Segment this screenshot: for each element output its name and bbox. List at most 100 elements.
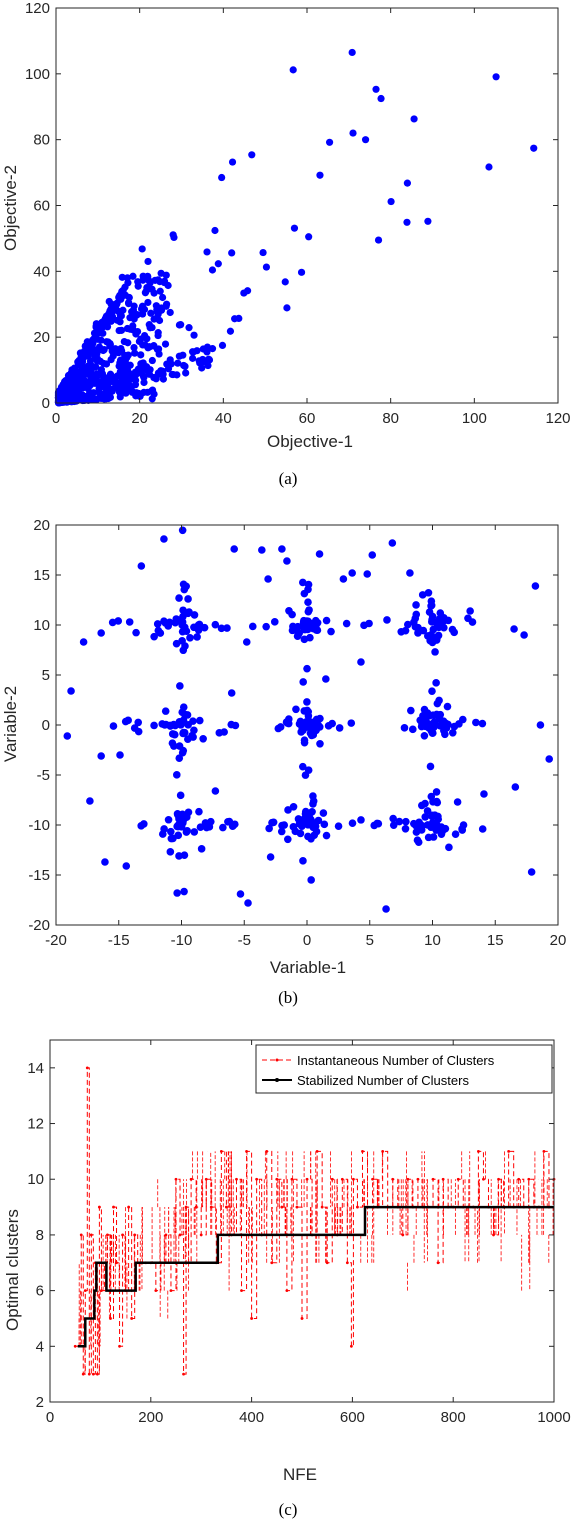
x-tick-label: 20 <box>550 932 567 949</box>
scatter-point <box>217 624 226 633</box>
scatter-point <box>211 226 219 235</box>
scatter-point <box>420 731 429 740</box>
instantaneous-point <box>73 1344 77 1348</box>
scatter-point <box>79 638 88 646</box>
scatter-point <box>170 233 178 242</box>
y-tick-label: 40 <box>33 263 50 280</box>
y-tick-label: 80 <box>33 132 50 149</box>
scatter-point <box>304 580 313 589</box>
scatter-point <box>425 608 434 616</box>
scatter-point <box>151 276 159 284</box>
scatter-point <box>299 857 307 865</box>
instantaneous-point <box>517 1177 521 1181</box>
scatter-point <box>429 711 437 719</box>
y-tick-label: 10 <box>27 1171 44 1188</box>
scatter-point <box>67 372 75 380</box>
scatter-point <box>195 807 203 816</box>
instantaneous-point <box>164 1233 168 1237</box>
scatter-point <box>100 374 108 383</box>
scatter-point <box>305 813 314 821</box>
scatter-point <box>180 887 188 896</box>
scatter-point <box>184 595 192 603</box>
y-tick-label: 8 <box>36 1227 44 1244</box>
axis-ticks-b: -20 -15 -10 -5 0 5 10 15 20 -20 -15 -10 -5 0 5 10 15 20 <box>28 517 566 949</box>
scatter-point <box>61 385 69 393</box>
scatter-point <box>86 357 95 365</box>
instantaneous-point <box>280 1205 284 1209</box>
scatter-point <box>111 345 119 353</box>
scatter-point <box>478 825 487 833</box>
scatter-point <box>167 834 176 843</box>
scatter-point <box>140 378 148 387</box>
x-tick-label: 120 <box>545 410 570 427</box>
scatter-point <box>432 797 441 806</box>
objective-points <box>54 48 538 407</box>
scatter-point <box>347 719 356 727</box>
scatter-point <box>176 682 184 690</box>
instantaneous-point <box>240 1289 243 1293</box>
scatter-point <box>295 820 304 828</box>
y-tick-label: -5 <box>37 767 50 784</box>
scatter-point <box>305 606 313 614</box>
scatter-point <box>536 721 545 729</box>
scatter-point <box>203 343 212 351</box>
scatter-point <box>148 356 156 365</box>
instantaneous-point <box>89 1233 93 1237</box>
scatter-point <box>292 705 300 714</box>
scatter-point <box>416 821 424 829</box>
scatter-point <box>307 876 315 884</box>
scatter-point <box>181 362 189 370</box>
scatter-point <box>219 823 227 832</box>
scatter-point <box>478 719 487 728</box>
scatter-point <box>116 751 124 759</box>
scatter-point <box>334 822 343 830</box>
scatter-point <box>248 151 256 159</box>
scatter-point <box>161 340 170 348</box>
variable-points <box>63 526 554 913</box>
scatter-point <box>297 268 306 276</box>
scatter-point <box>154 369 162 377</box>
scatter-point <box>136 392 144 400</box>
scatter-point <box>145 321 153 329</box>
scatter-point <box>193 633 201 641</box>
scatter-point <box>418 591 427 599</box>
scatter-point <box>78 366 86 374</box>
scatter-point <box>289 802 298 811</box>
scatter-point <box>114 372 122 380</box>
scatter-point <box>348 48 356 57</box>
x-tick-label: 60 <box>299 410 316 427</box>
scatter-point <box>383 616 391 624</box>
scatter-point <box>137 562 146 570</box>
scatter-point <box>280 821 289 829</box>
scatter-point <box>431 648 439 656</box>
scatter-point <box>117 344 125 353</box>
scatter-point <box>179 612 187 621</box>
instantaneous-point <box>305 1177 309 1181</box>
scatter-point <box>403 179 411 187</box>
scatter-point <box>480 790 488 798</box>
scatter-point <box>111 300 119 309</box>
instantaneous-point <box>340 1177 344 1181</box>
x-axis-label-c: NFE <box>283 1465 317 1484</box>
scatter-point <box>459 715 467 724</box>
scatter-point <box>144 298 152 307</box>
y-tick-label: 2 <box>36 1394 44 1411</box>
scatter-point <box>124 339 132 347</box>
scatter-point <box>185 324 193 332</box>
legend-entry-stabilized: Stabilized Number of Clusters <box>297 1073 469 1088</box>
scatter-point <box>178 637 186 645</box>
scatter-point <box>361 136 370 144</box>
instantaneous-point <box>81 1372 85 1376</box>
scatter-point <box>124 716 132 725</box>
scatter-point <box>299 578 307 587</box>
scatter-point <box>307 834 315 843</box>
caption-a: (a) <box>279 469 298 488</box>
instantaneous-point <box>542 1149 546 1153</box>
scatter-point <box>511 783 520 791</box>
instantaneous-point <box>315 1149 319 1153</box>
scatter-point <box>430 723 438 731</box>
scatter-point <box>190 331 198 339</box>
scatter-point <box>153 345 162 354</box>
scatter-point <box>162 302 170 310</box>
instantaneous-point <box>85 1066 89 1070</box>
